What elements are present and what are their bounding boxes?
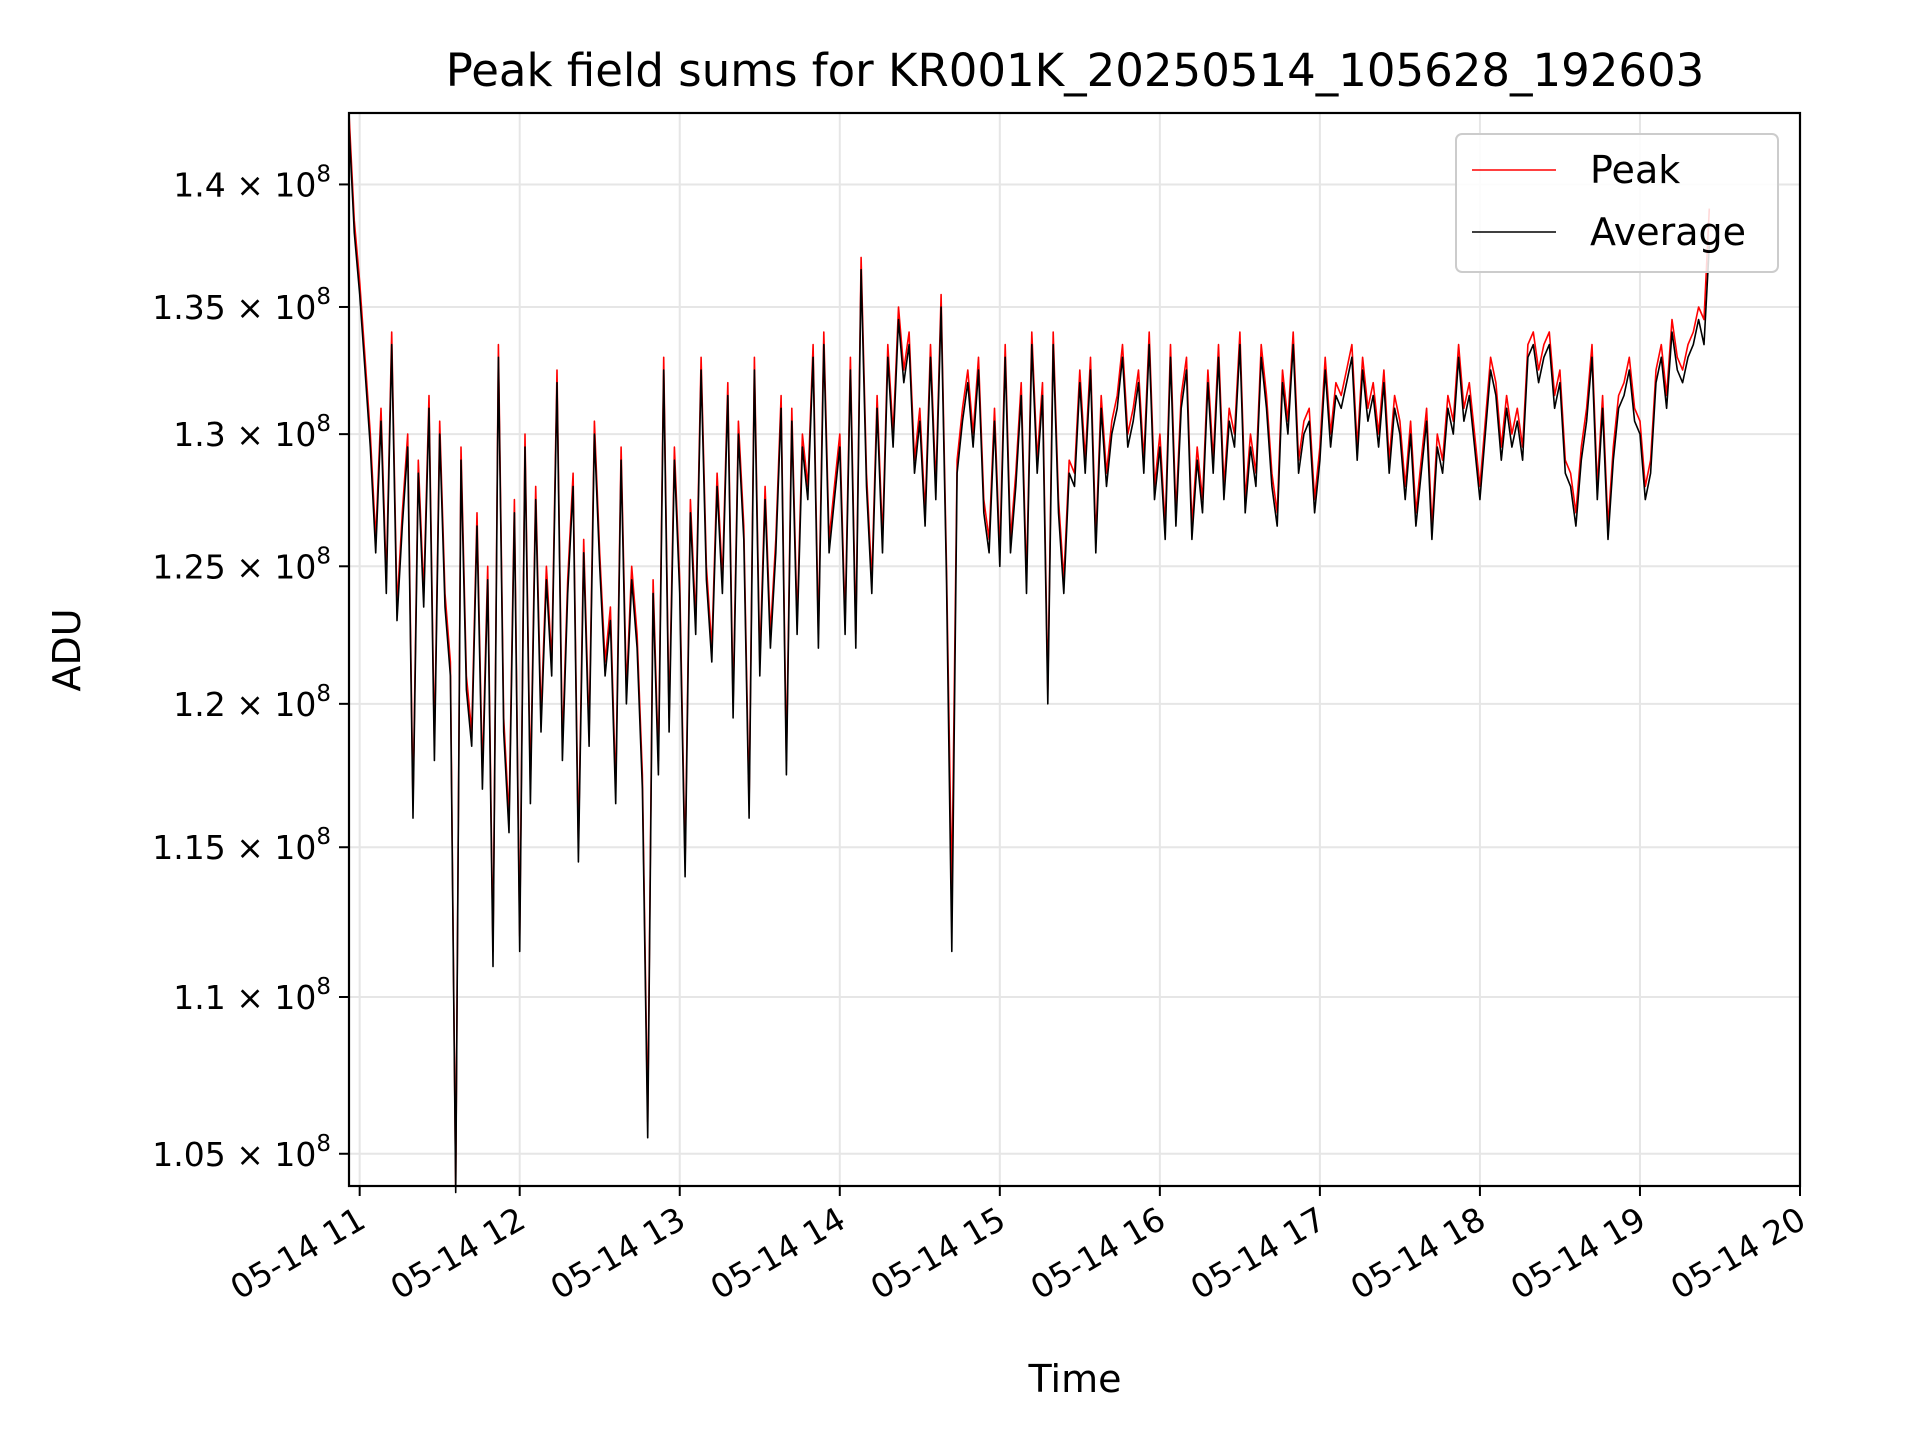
y-tick-label: 1.4 × 108	[173, 161, 331, 204]
legend: Peak Average	[1455, 133, 1779, 273]
y-tick-times: × 10	[226, 547, 317, 586]
y-tick-exponent: 8	[316, 411, 331, 437]
y-tick-mantissa: 1.3	[173, 415, 225, 454]
x-axis-label: Time	[1028, 1357, 1122, 1401]
y-tick-times: × 10	[226, 978, 317, 1017]
y-tick-times: × 10	[226, 288, 317, 327]
y-tick-exponent: 8	[316, 974, 331, 1000]
y-tick-mantissa: 1.05	[152, 1135, 225, 1174]
plot-frame	[347, 111, 1802, 1188]
y-tick-label: 1.15 × 108	[152, 824, 331, 867]
chart-title: Peak field sums for KR001K_20250514_1056…	[446, 44, 1705, 97]
y-tick-exponent: 8	[316, 161, 331, 187]
y-tick-label: 1.05 × 108	[152, 1131, 331, 1174]
y-tick-mantissa: 1.4	[173, 165, 225, 204]
y-tick-label: 1.3 × 108	[173, 411, 331, 454]
y-axis-label: ADU	[45, 608, 89, 691]
legend-box	[1455, 133, 1779, 273]
legend-label: Peak	[1590, 148, 1680, 192]
y-tick-exponent: 8	[316, 681, 331, 707]
y-tick-mantissa: 1.2	[173, 685, 225, 724]
y-tick-times: × 10	[226, 165, 317, 204]
y-tick-times: × 10	[226, 415, 317, 454]
y-tick-mantissa: 1.25	[152, 547, 225, 586]
series-line-average	[348, 124, 1711, 1194]
y-tick-times: × 10	[226, 828, 317, 867]
y-tick-label: 1.2 × 108	[173, 681, 331, 724]
y-tick-mantissa: 1.15	[152, 828, 225, 867]
y-tick-exponent: 8	[316, 824, 331, 850]
y-tick-mantissa: 1.1	[173, 978, 225, 1017]
legend-label: Average	[1590, 210, 1746, 254]
y-tick-mantissa: 1.35	[152, 288, 225, 327]
y-tick-times: × 10	[226, 1135, 317, 1174]
y-tick-label: 1.35 × 108	[152, 284, 331, 327]
plot-series	[348, 112, 1711, 1194]
y-tick-exponent: 8	[316, 1131, 331, 1157]
y-tick-label: 1.1 × 108	[173, 974, 331, 1017]
y-tick-exponent: 8	[316, 284, 331, 310]
y-tick-exponent: 8	[316, 543, 331, 569]
y-tick-times: × 10	[226, 685, 317, 724]
y-tick-label: 1.25 × 108	[152, 543, 331, 586]
